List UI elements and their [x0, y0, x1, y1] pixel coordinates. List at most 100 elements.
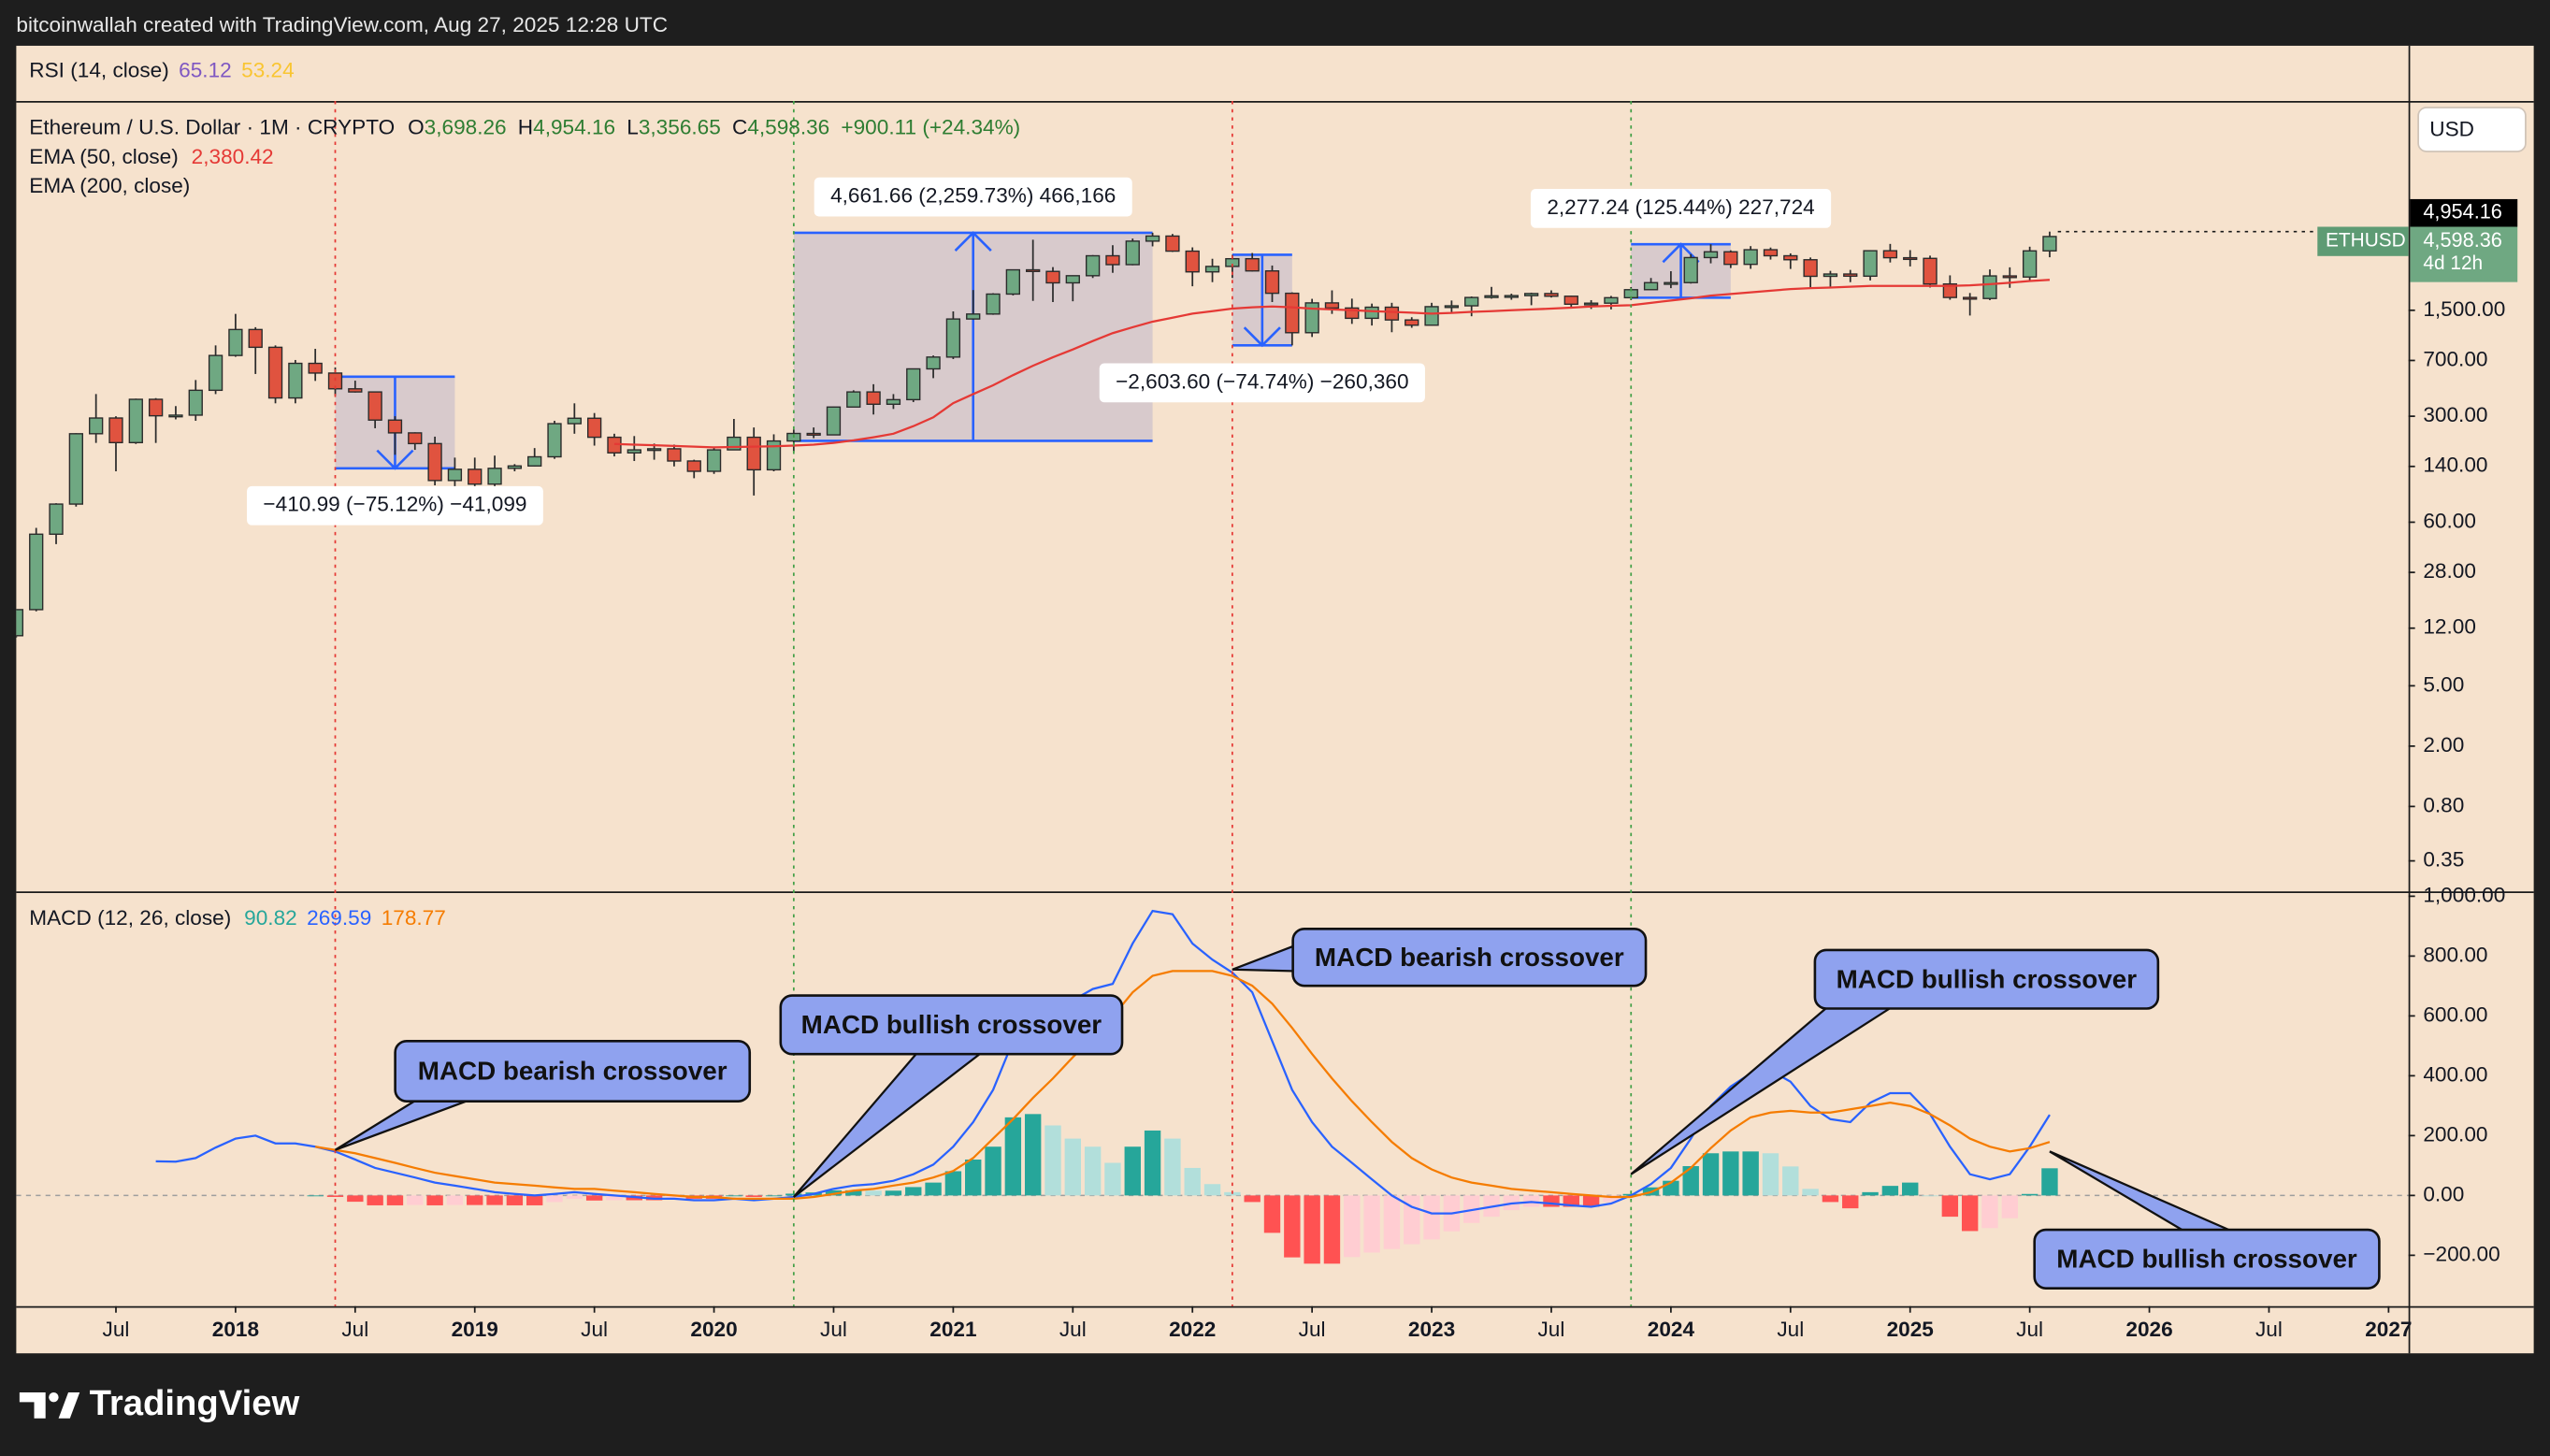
currency[interactable]: USD — [2429, 117, 2474, 140]
ohlc-letter: C — [732, 116, 747, 139]
candle-body — [846, 391, 861, 408]
histogram-bar — [1383, 1195, 1401, 1249]
candle-body — [1444, 305, 1460, 309]
candle-body — [208, 354, 223, 392]
candle-body — [1065, 275, 1080, 284]
callout-box — [2033, 1228, 2381, 1290]
callout-box — [779, 994, 1124, 1056]
histogram-bar — [1702, 1153, 1720, 1196]
measure-label: 2,277.24 (125.44%) 227,724 — [1547, 195, 1814, 219]
candle-body — [1923, 257, 1938, 285]
countdown: 4d 12h — [2423, 252, 2483, 274]
histogram-bar — [1263, 1195, 1281, 1233]
histogram-bar — [1902, 1182, 1919, 1196]
candle-body — [128, 398, 143, 444]
candle-body — [2002, 275, 2017, 279]
indicator-name: EMA (200, close) — [29, 174, 190, 197]
rsi-name: RSI (14, close) — [29, 59, 168, 82]
y-tick-label: 600.00 — [2423, 1002, 2487, 1026]
candle-body — [427, 442, 442, 482]
candle-body — [646, 448, 662, 452]
candle-body — [348, 388, 363, 393]
y-tick-label: 140.00 — [2423, 454, 2487, 477]
histogram-bar — [367, 1195, 383, 1205]
histogram-bar — [1164, 1138, 1181, 1196]
y-tick-label: 700.00 — [2423, 347, 2487, 370]
measure-arrowhead — [376, 449, 414, 470]
histogram-bar — [426, 1195, 443, 1205]
candle-body — [1563, 296, 1578, 306]
histogram-bar — [965, 1159, 982, 1196]
candle-body — [1743, 249, 1758, 266]
ohlc-letter: H — [518, 116, 533, 139]
y-tick-label: 60.00 — [2423, 509, 2476, 532]
candle-body — [986, 293, 1001, 315]
ohlc-letter: O — [408, 116, 425, 139]
currency-button[interactable] — [2417, 107, 2527, 152]
close-tag — [2410, 226, 2518, 282]
symbol-tag-text: ETHUSD — [2326, 230, 2406, 252]
histogram-bar — [726, 1195, 742, 1197]
y-tick-label: 2.00 — [2423, 733, 2464, 757]
pane-borders — [16, 45, 2534, 1354]
candle-body — [1105, 254, 1120, 266]
callout-text: MACD bearish crossover — [418, 1057, 728, 1086]
candle-body — [1942, 282, 1958, 298]
histogram-bar — [1184, 1167, 1201, 1196]
candle-body — [746, 436, 761, 471]
rsi-value: 65.12 — [179, 59, 232, 82]
measure-label-box — [247, 485, 543, 526]
candle-body — [1843, 273, 1858, 278]
histogram-bar — [1104, 1162, 1121, 1196]
macd-value: 90.82 — [244, 906, 297, 930]
macd-pane — [16, 909, 2409, 1264]
x-tick-label: Jul — [1299, 1318, 1326, 1341]
candle-body — [188, 389, 203, 416]
candle-body — [1364, 306, 1379, 320]
histogram-bar — [486, 1195, 503, 1205]
y-tick-label: 0.35 — [2423, 848, 2464, 872]
candle-body — [1424, 306, 1439, 326]
histogram-bar — [326, 1195, 344, 1197]
candle-body — [1703, 251, 1719, 259]
histogram-bar — [765, 1195, 783, 1197]
histogram-bar — [1961, 1195, 1979, 1232]
ohlc-value: 4,954.16 — [533, 116, 615, 139]
candle-body — [1882, 250, 1898, 259]
histogram-bar — [506, 1195, 524, 1205]
histogram-bar — [1981, 1195, 1998, 1229]
histogram-bar — [2021, 1193, 2039, 1196]
histogram-bar — [566, 1195, 583, 1199]
histogram-bar — [1881, 1186, 1899, 1196]
symbol-title: Ethereum / U.S. Dollar · 1M · CRYPTO — [29, 116, 395, 139]
x-tick-label: Jul — [1538, 1318, 1565, 1341]
candle-body — [1664, 281, 1678, 285]
callout-box — [394, 1039, 752, 1103]
histogram-bar — [1304, 1195, 1320, 1264]
macd-value: 178.77 — [382, 906, 446, 930]
callout-text: MACD bullish crossover — [801, 1010, 1102, 1039]
candle-body — [1324, 302, 1340, 310]
histogram-bar — [745, 1195, 762, 1197]
candle-body — [1145, 235, 1160, 242]
candle-body — [16, 609, 24, 637]
candle-body — [1903, 256, 1918, 261]
candle-body — [1504, 295, 1519, 298]
x-tick-label: 2022 — [1169, 1318, 1216, 1341]
x-tick-label: Jul — [341, 1318, 368, 1341]
measure-arrowhead — [1662, 242, 1700, 264]
y-tick-label: 0.80 — [2423, 793, 2464, 816]
candle-body — [1723, 251, 1738, 266]
histogram-bar — [546, 1195, 563, 1203]
histogram-bar — [1084, 1146, 1102, 1196]
y-tick-label: 12.00 — [2423, 615, 2476, 639]
histogram-bar — [1124, 1146, 1141, 1196]
callout-text: MACD bullish crossover — [1837, 964, 2138, 993]
overlay: 1,500.00 700.00 300.00 140.00 60.00 28.00 12.0… — [29, 101, 2518, 1341]
histogram-bar — [905, 1187, 922, 1196]
candle-body — [308, 362, 323, 374]
measure-label-box — [1530, 189, 1832, 228]
symbol-tag — [2317, 226, 2409, 256]
candle-body — [906, 368, 921, 401]
